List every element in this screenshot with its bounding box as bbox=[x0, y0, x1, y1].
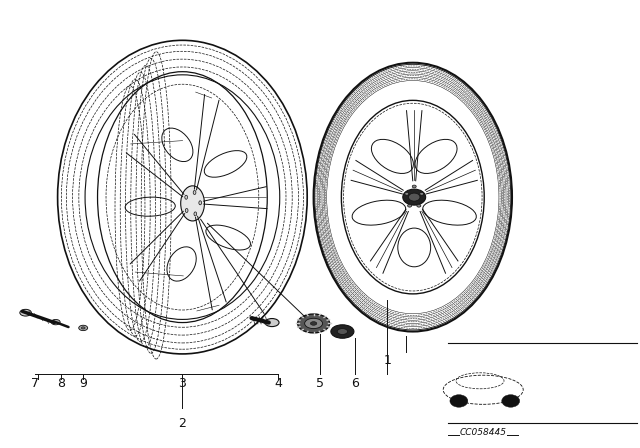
Ellipse shape bbox=[341, 100, 484, 294]
Text: CC058445: CC058445 bbox=[460, 428, 507, 437]
Ellipse shape bbox=[20, 309, 31, 316]
Circle shape bbox=[412, 185, 416, 188]
Circle shape bbox=[403, 189, 426, 205]
Circle shape bbox=[404, 193, 409, 195]
Ellipse shape bbox=[265, 319, 279, 327]
Circle shape bbox=[450, 395, 468, 407]
Circle shape bbox=[408, 204, 412, 207]
Text: 7: 7 bbox=[31, 376, 39, 390]
Text: 2: 2 bbox=[179, 417, 186, 430]
Ellipse shape bbox=[185, 195, 188, 199]
Circle shape bbox=[417, 204, 421, 207]
Text: 6: 6 bbox=[351, 376, 359, 390]
Ellipse shape bbox=[81, 327, 85, 329]
Ellipse shape bbox=[180, 186, 204, 221]
Circle shape bbox=[502, 395, 520, 407]
Ellipse shape bbox=[194, 212, 196, 216]
Ellipse shape bbox=[331, 325, 354, 338]
Text: 8: 8 bbox=[57, 376, 65, 390]
Ellipse shape bbox=[186, 208, 188, 212]
Text: 1: 1 bbox=[383, 354, 391, 367]
Ellipse shape bbox=[199, 201, 202, 205]
Circle shape bbox=[420, 193, 424, 195]
Ellipse shape bbox=[314, 63, 512, 332]
Text: 5: 5 bbox=[316, 376, 324, 390]
Circle shape bbox=[408, 193, 420, 201]
Ellipse shape bbox=[310, 322, 317, 325]
Ellipse shape bbox=[51, 319, 60, 325]
Ellipse shape bbox=[305, 318, 323, 329]
Text: 4: 4 bbox=[275, 376, 282, 390]
Ellipse shape bbox=[193, 190, 196, 194]
Ellipse shape bbox=[337, 329, 348, 334]
Ellipse shape bbox=[79, 325, 88, 331]
Text: 9: 9 bbox=[79, 376, 87, 390]
Text: 3: 3 bbox=[179, 376, 186, 390]
Ellipse shape bbox=[298, 314, 330, 333]
